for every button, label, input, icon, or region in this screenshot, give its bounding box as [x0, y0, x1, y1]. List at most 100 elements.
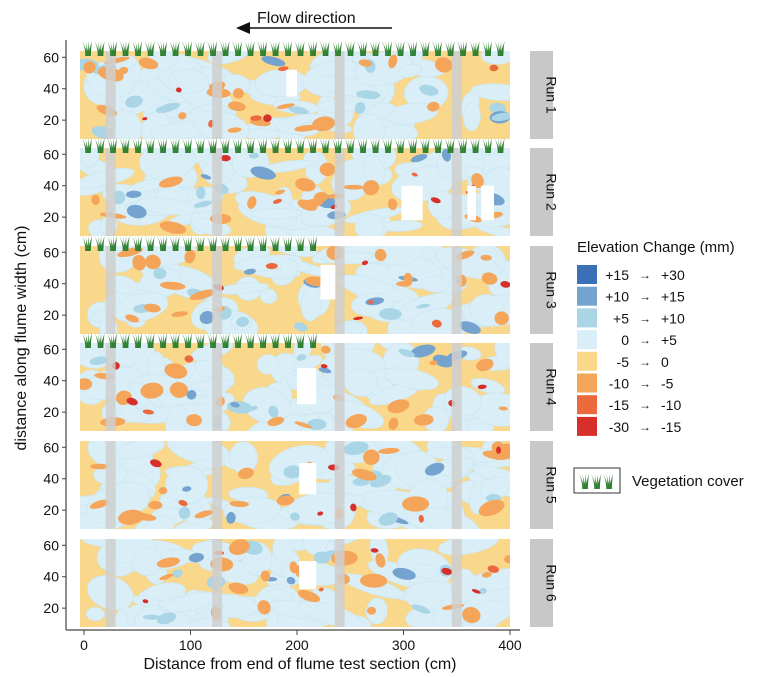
- legend-swatch: [577, 286, 597, 306]
- grass-blade: [100, 236, 105, 251]
- y-tick-label: 60: [43, 439, 59, 455]
- y-tick-label: 60: [43, 341, 59, 357]
- grass-icon: [432, 41, 442, 56]
- contour-patch: [427, 101, 440, 112]
- grass-blade: [585, 474, 589, 489]
- contour-patch: [367, 606, 377, 615]
- grass-icon: [232, 41, 242, 56]
- vegetation-cover: [82, 333, 317, 348]
- grass-blade: [388, 138, 392, 153]
- legend-swatch: [577, 395, 597, 415]
- contour-patch: [238, 467, 254, 480]
- contour-patch: [158, 176, 183, 188]
- grass-icon: [407, 138, 417, 153]
- panel-2: Run 2 60 40 20: [43, 138, 560, 236]
- grass-blade: [100, 333, 105, 348]
- grass-icon: [232, 236, 242, 251]
- unscanned-area: [286, 69, 297, 97]
- contour-patch: [414, 414, 434, 426]
- contour-patch: [276, 495, 295, 506]
- grass-blade: [338, 138, 342, 153]
- contour-patch: [481, 272, 498, 285]
- grass-blade: [119, 333, 126, 348]
- grass-blade: [450, 41, 455, 56]
- gray-band: [105, 441, 116, 529]
- contour-patch: [350, 503, 357, 512]
- grass-icon: [157, 138, 167, 153]
- grass-icon: [294, 41, 305, 56]
- grass-blade: [107, 333, 113, 348]
- grass-blade: [325, 41, 330, 56]
- legend-to: +5: [661, 332, 677, 348]
- legend-arrow: →: [639, 398, 651, 412]
- grass-icon: [294, 236, 305, 251]
- grass-icon: [269, 236, 280, 251]
- gray-band: [212, 148, 223, 236]
- contour-patch: [398, 348, 415, 358]
- grass-blade: [175, 236, 180, 251]
- contour-patch: [294, 421, 313, 429]
- grass-blade: [194, 236, 201, 251]
- grass-icon: [82, 333, 92, 348]
- legend-swatch: [577, 373, 597, 393]
- grass-icon: [307, 333, 317, 348]
- grass-icon: [244, 333, 255, 348]
- grass-blade: [225, 236, 230, 251]
- grass-blade: [250, 333, 255, 348]
- legend-swatch: [577, 308, 597, 328]
- grass-blade: [200, 333, 205, 348]
- grass-blade: [100, 41, 105, 56]
- contour-patch: [379, 308, 402, 320]
- grass-blade: [169, 138, 176, 153]
- grass-blade: [387, 41, 392, 56]
- run-tab: [530, 246, 553, 334]
- grass-blade: [182, 236, 188, 251]
- contour-patch: [178, 500, 188, 507]
- grass-blade: [163, 138, 167, 153]
- grass-blade: [363, 138, 367, 153]
- grass-blade: [213, 333, 217, 348]
- grass-icon: [382, 41, 392, 56]
- contour-patch: [256, 354, 279, 375]
- grass-blade: [425, 41, 430, 56]
- grass-blade: [437, 138, 442, 153]
- grass-blade: [312, 333, 317, 348]
- grass-blade: [162, 138, 167, 153]
- contour-patch: [196, 186, 206, 200]
- y-tick-label: 40: [43, 569, 59, 585]
- y-tick-label: 60: [43, 537, 59, 553]
- contour-patch: [261, 56, 286, 67]
- grass-icon: [282, 41, 292, 56]
- grass-blade: [300, 138, 305, 153]
- grass-blade: [219, 333, 226, 348]
- contour-patch: [378, 512, 398, 526]
- grass-blade: [238, 41, 242, 56]
- grass-icon: [169, 236, 180, 251]
- grass-blade: [150, 333, 155, 348]
- grass-icon: [132, 236, 142, 251]
- contour-patch: [343, 441, 369, 456]
- contour-patch: [167, 69, 209, 94]
- y-tick-label: 40: [43, 178, 59, 194]
- contour-patch: [345, 414, 367, 429]
- grass-blade: [325, 138, 330, 153]
- grass-blade: [162, 236, 167, 251]
- contour-patch: [165, 404, 188, 431]
- contour-patch: [171, 311, 188, 318]
- grass-blade: [400, 41, 405, 56]
- grass-blade: [275, 333, 280, 348]
- grass-blade: [138, 41, 142, 56]
- grass-blade: [213, 236, 217, 251]
- contour-patch: [257, 600, 271, 615]
- legend-swatch: [577, 351, 597, 371]
- grass-blade: [338, 41, 342, 56]
- grass-blade: [603, 474, 609, 489]
- contour-patch: [140, 382, 164, 399]
- contour-patch: [478, 587, 487, 595]
- grass-blade: [282, 138, 288, 153]
- contour-patch: [441, 567, 453, 575]
- y-axis-ticks: 60 40 20: [43, 244, 66, 323]
- grass-blade: [288, 236, 292, 251]
- grass-icon: [282, 138, 292, 153]
- grass-icon: [144, 138, 155, 153]
